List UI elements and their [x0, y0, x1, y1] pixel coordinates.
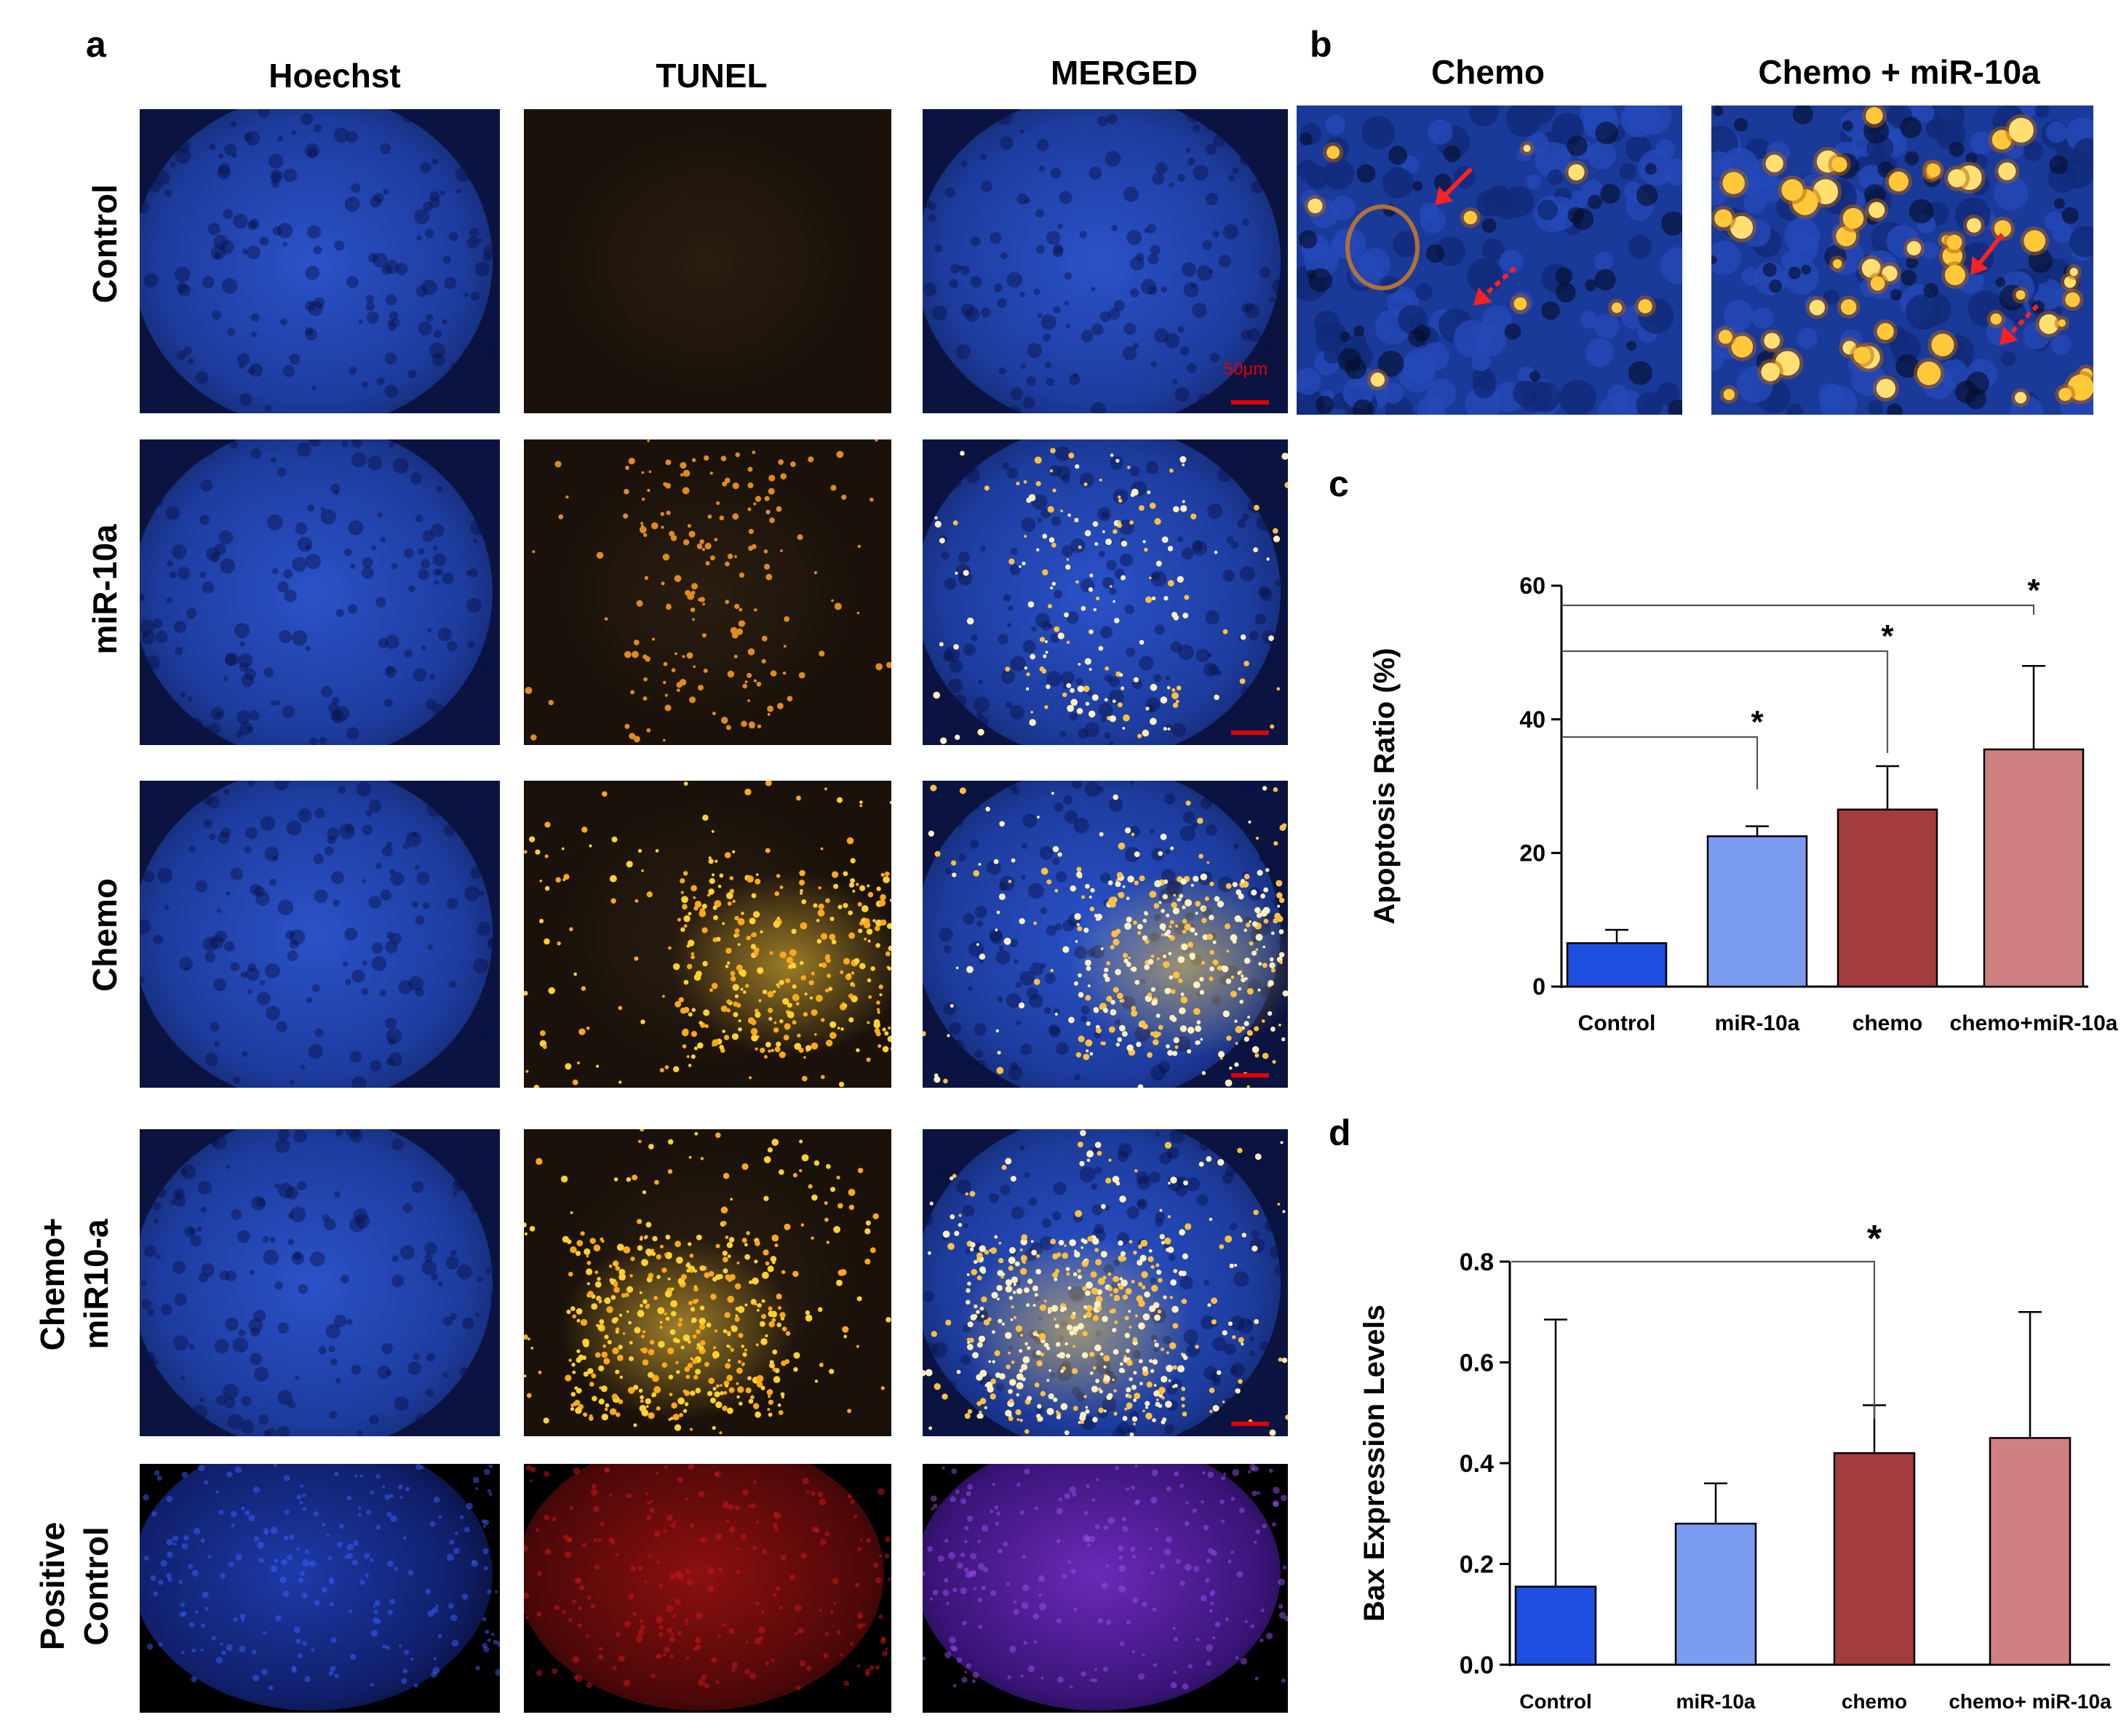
- y-tick-label: 0.8: [1460, 1249, 1494, 1276]
- micrograph-chemo-mir10a-tunel: [524, 1129, 891, 1436]
- column-header-tunel: TUNEL: [656, 57, 767, 95]
- category-label: chemo+ miR-10a: [1949, 1690, 2112, 1713]
- bar-0: [1514, 1585, 1597, 1666]
- arrow-chemo-solid: [1435, 167, 1473, 205]
- panel-b-title-chemo: Chemo: [1431, 53, 1545, 91]
- micrograph-positive-control-tunel: [524, 1464, 891, 1713]
- significance-star: *: [2027, 573, 2040, 608]
- significance-star: *: [1881, 618, 1894, 654]
- micrograph-chemo-hoechst: [140, 781, 500, 1088]
- row-label-mir10a: miR-10a: [86, 524, 124, 654]
- row-label-control: Control: [86, 184, 124, 303]
- micrograph-chemo-mir10a-merged: [923, 1129, 1288, 1436]
- micrograph-positive-control-hoechst: [140, 1464, 500, 1713]
- row-label-positive-control-line1: Positive: [33, 1522, 71, 1650]
- panel-b-letter: b: [1310, 24, 1332, 65]
- closeup-chemo: [1297, 105, 1682, 415]
- y-tick-label: 0.4: [1460, 1450, 1494, 1478]
- bar-1: [1706, 835, 1808, 988]
- y-axis-label: Bax Expression Levels: [1358, 1305, 1390, 1622]
- significance-bracket: [1563, 736, 1759, 789]
- arrow-chemo-mir10a-solid: [1970, 233, 2005, 275]
- category-label: chemo+miR-10a: [1950, 1011, 2118, 1035]
- micrograph-mir10a-merged: [923, 439, 1288, 745]
- category-label: chemo: [1853, 1011, 1923, 1035]
- y-tick-label: 40: [1519, 706, 1545, 733]
- y-tick-label: 0.2: [1460, 1550, 1494, 1578]
- y-tick-label: 0.0: [1460, 1652, 1494, 1679]
- significance-star: *: [1867, 1218, 1882, 1260]
- arrow-chemo-dashed: [1473, 266, 1517, 306]
- bar-0: [1566, 942, 1668, 988]
- micrograph-chemo-mir10a-hoechst: [140, 1129, 500, 1436]
- y-tick-label: 60: [1519, 573, 1545, 599]
- y-tick-label: 20: [1519, 840, 1545, 867]
- arrow-chemo-mir10a-dashed: [1999, 303, 2040, 345]
- row-label-chemo-mir10a-line1: Chemo+: [33, 1218, 71, 1351]
- micrograph-chemo-tunel: [524, 781, 891, 1088]
- micrograph-grid: [140, 109, 1288, 1713]
- significance-bracket: [1563, 650, 1889, 753]
- bar-2: [1833, 1452, 1916, 1666]
- closeup-chemo-mir10a: [1711, 105, 2093, 415]
- category-label: chemo: [1842, 1690, 1907, 1713]
- row-label-positive-control-line2: Control: [77, 1526, 115, 1646]
- micrograph-positive-control-merged: [923, 1464, 1288, 1713]
- chart-d-bax-expression: 0.0 0.2 0.4 0.6 0.8 Bax Expression Levels Cont…: [1358, 1218, 2112, 1713]
- bar-2: [1837, 808, 1938, 988]
- category-label: Control: [1519, 1690, 1592, 1713]
- bar-3: [1983, 748, 2085, 988]
- category-label: Control: [1578, 1011, 1656, 1035]
- micrograph-control-hoechst: [140, 109, 500, 413]
- panel-b-images: [1297, 105, 2093, 415]
- significance-star: *: [1751, 704, 1764, 740]
- panel-a-letter: a: [86, 24, 107, 65]
- y-axis-label: Apoptosis Ratio (%): [1369, 648, 1401, 925]
- significance-bracket: [1563, 604, 2035, 615]
- category-label: miR-10a: [1676, 1690, 1756, 1713]
- panel-c-letter: c: [1329, 463, 1349, 504]
- panel-b-title-chemo-mir10a: Chemo + miR-10a: [1758, 53, 2040, 91]
- y-tick-label: 0.6: [1460, 1349, 1494, 1377]
- row-label-chemo-mir10a-line2: miR10-a: [77, 1219, 115, 1349]
- column-header-hoechst: Hoechst: [268, 57, 400, 95]
- micrograph-control-merged: [923, 109, 1288, 413]
- category-label: miR-10a: [1715, 1011, 1800, 1035]
- significance-bracket: [1511, 1260, 1876, 1419]
- micrograph-mir10a-tunel: [524, 439, 891, 745]
- row-label-chemo: Chemo: [86, 878, 124, 992]
- bar-1: [1674, 1522, 1757, 1666]
- column-header-merged: MERGED: [1051, 54, 1198, 92]
- micrograph-control-tunel: [524, 109, 891, 413]
- scale-bar-label: 50μm: [1224, 359, 1268, 379]
- chart-c-apoptosis-ratio: 0 20 40 60 Apoptosis Ratio (%) Control miR-10a…: [1369, 573, 2118, 1035]
- bar-3: [1989, 1437, 2072, 1666]
- micrograph-chemo-merged: [923, 781, 1288, 1088]
- y-tick-label: 0: [1532, 973, 1545, 1000]
- micrograph-mir10a-hoechst: [140, 439, 500, 745]
- panel-d-letter: d: [1329, 1112, 1351, 1153]
